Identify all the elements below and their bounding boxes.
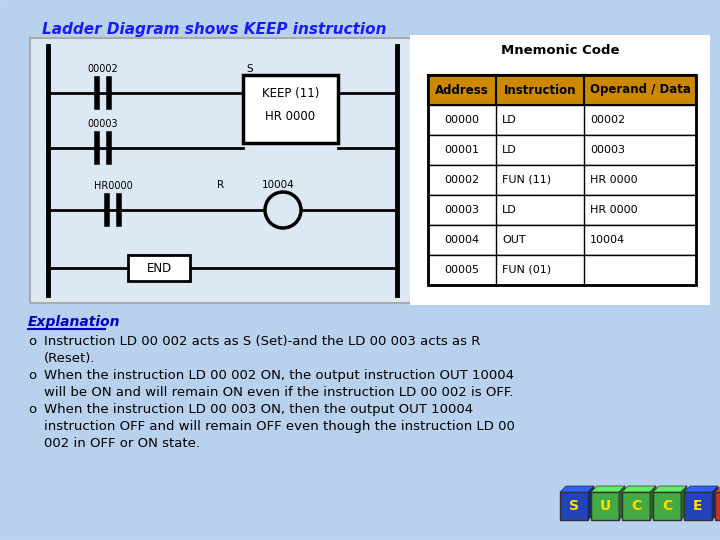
Text: 002 in OFF or ON state.: 002 in OFF or ON state.: [44, 437, 200, 450]
Text: instruction OFF and will remain OFF even though the instruction LD 00: instruction OFF and will remain OFF even…: [44, 420, 515, 433]
Bar: [715, 492, 720, 520]
Text: When the instruction LD 00 003 ON, then the output OUT 10004: When the instruction LD 00 003 ON, then …: [44, 403, 473, 416]
Text: HR 0000: HR 0000: [590, 175, 638, 185]
Polygon shape: [684, 486, 718, 492]
Polygon shape: [650, 486, 656, 520]
Text: (Reset).: (Reset).: [44, 352, 96, 365]
Text: 10004: 10004: [590, 235, 625, 245]
Circle shape: [265, 192, 301, 228]
Text: LD: LD: [502, 145, 517, 155]
Polygon shape: [588, 486, 594, 520]
Bar: [30, 38, 415, 303]
Text: Address: Address: [435, 84, 489, 97]
Text: C: C: [662, 499, 672, 513]
Polygon shape: [715, 486, 720, 492]
Polygon shape: [591, 486, 625, 492]
Polygon shape: [681, 486, 687, 520]
Text: U: U: [599, 499, 611, 513]
Text: OUT: OUT: [502, 235, 526, 245]
Text: S: S: [247, 64, 253, 74]
Text: LD: LD: [502, 205, 517, 215]
Bar: [428, 225, 696, 255]
Bar: [684, 492, 712, 520]
Polygon shape: [619, 486, 625, 520]
Text: Explanation: Explanation: [28, 315, 120, 329]
Text: HR 0000: HR 0000: [590, 205, 638, 215]
Text: When the instruction LD 00 002 ON, the output instruction OUT 10004: When the instruction LD 00 002 ON, the o…: [44, 369, 514, 382]
Text: C: C: [631, 499, 641, 513]
Text: 00002: 00002: [88, 64, 118, 74]
Text: Operand / Data: Operand / Data: [590, 84, 690, 97]
Text: Instruction LD 00 002 acts as S (Set)-and the LD 00 003 acts as R: Instruction LD 00 002 acts as S (Set)-an…: [44, 335, 480, 348]
Bar: [428, 165, 696, 195]
Text: LD: LD: [502, 115, 517, 125]
Bar: [428, 105, 696, 135]
Bar: [428, 255, 696, 285]
Polygon shape: [653, 486, 687, 492]
Bar: [428, 75, 696, 285]
Bar: [410, 35, 710, 305]
Bar: [128, 255, 190, 281]
Bar: [622, 492, 650, 520]
Polygon shape: [622, 486, 656, 492]
Polygon shape: [560, 486, 594, 492]
Polygon shape: [712, 486, 718, 520]
Text: 00000: 00000: [444, 115, 480, 125]
Bar: [653, 492, 681, 520]
Text: S: S: [569, 499, 579, 513]
Text: 00002: 00002: [444, 175, 480, 185]
Text: Instruction: Instruction: [504, 84, 576, 97]
Text: R: R: [217, 180, 225, 190]
Text: END: END: [146, 261, 171, 274]
Bar: [560, 492, 588, 520]
Text: 00002: 00002: [590, 115, 625, 125]
Text: o: o: [28, 335, 36, 348]
Text: o: o: [28, 369, 36, 382]
Text: 00003: 00003: [590, 145, 625, 155]
Text: Mnemonic Code: Mnemonic Code: [500, 44, 619, 57]
Text: 00001: 00001: [444, 145, 480, 155]
Text: 10004: 10004: [261, 180, 294, 190]
Bar: [591, 492, 619, 520]
Bar: [428, 135, 696, 165]
Text: 00005: 00005: [444, 265, 480, 275]
Text: Ladder Diagram shows KEEP instruction: Ladder Diagram shows KEEP instruction: [42, 22, 387, 37]
Bar: [428, 195, 696, 225]
Text: FUN (01): FUN (01): [502, 265, 551, 275]
Text: KEEP (11): KEEP (11): [262, 86, 319, 99]
Text: 00003: 00003: [444, 205, 480, 215]
Text: HR 0000: HR 0000: [266, 111, 315, 124]
Text: 00003: 00003: [88, 119, 118, 129]
Text: will be ON and will remain ON even if the instruction LD 00 002 is OFF.: will be ON and will remain ON even if th…: [44, 386, 513, 399]
Text: o: o: [28, 403, 36, 416]
Text: 00004: 00004: [444, 235, 480, 245]
Text: HR0000: HR0000: [94, 181, 132, 191]
Text: FUN (11): FUN (11): [502, 175, 551, 185]
Bar: [428, 75, 696, 105]
Bar: [243, 75, 338, 143]
Text: E: E: [693, 499, 703, 513]
